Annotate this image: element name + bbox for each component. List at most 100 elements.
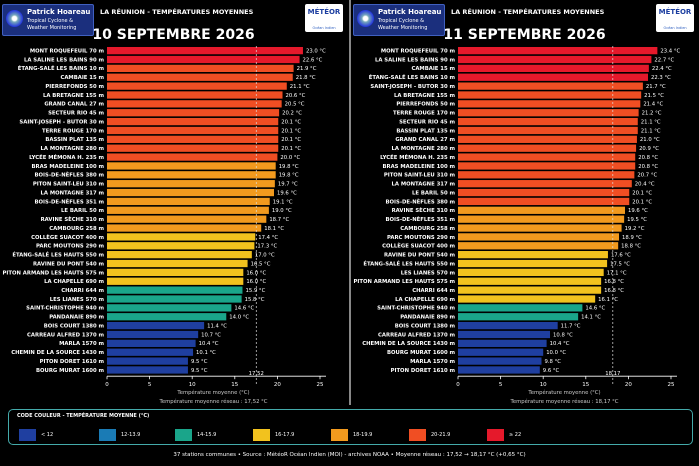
station-label: LA MONTAGNE 280 m (392, 146, 456, 152)
station-label: LA MONTAGNE 317 m (41, 190, 105, 196)
station-label: SAINT-JOSEPH - BUTOR 30 m (19, 119, 104, 125)
chart-panel-right: Patrick Hoareau Tropical Cyclone & Weath… (349, 0, 698, 405)
temperature-bar (107, 91, 283, 99)
station-label: BOURG MURAT 1600 m (387, 350, 455, 356)
legend-label: 18-19.9 (353, 431, 373, 438)
bar-value-label: 15.8 °C (245, 297, 265, 303)
legend-item: 12-13.9 (99, 424, 141, 441)
bar-value-label: 10.0 °C (546, 350, 566, 356)
station-label: SAINT-JOSEPH - BUTOR 30 m (370, 84, 455, 90)
station-label: BOIS-DE-NÈFLES 380 m (386, 197, 456, 205)
meteor-logo-text: MÉTÉOR (658, 8, 692, 16)
temperature-bar (107, 366, 188, 374)
station-label: BOIS COURT 1380 m (395, 323, 456, 329)
station-label: LA CHAPELLE 690 m (395, 297, 455, 303)
cyclone-icon (357, 10, 374, 27)
logo-name: Patrick Hoareau (27, 8, 91, 16)
legend-item: 16-17.9 (253, 424, 294, 441)
color-legend: CODE COULEUR - TEMPÉRATURE MOYENNE (°C) … (8, 409, 693, 445)
temperature-bar (107, 206, 269, 214)
temperature-bar (107, 162, 276, 170)
bar-value-label: 10.8 °C (553, 332, 573, 338)
station-label: LA BRETAGNE 155 m (394, 93, 455, 99)
bar-value-label: 21.7 °C (646, 84, 666, 90)
station-label: PITON ARMAND LES HAUTS 575 m (3, 270, 105, 276)
station-label: BRAS MADELEINE 100 m (382, 164, 455, 170)
temperature-bar (107, 339, 196, 347)
bar-value-label: 11.7 °C (561, 323, 581, 329)
temperature-bar (458, 313, 579, 321)
temperature-bar (458, 348, 544, 356)
patrick-hoareau-logo: Patrick Hoareau Tropical Cyclone & Weath… (2, 4, 94, 36)
station-label: SECTEUR RIO 45 m (48, 111, 104, 117)
bar-value-label: 23.0 °C (306, 49, 326, 55)
bar-value-label: 14.6 °C (585, 306, 605, 312)
bar-value-label: 17.5 °C (610, 261, 630, 267)
bar-value-label: 22.4 °C (652, 66, 672, 72)
station-label: LYCÉE MÉMONA H. 235 m (29, 153, 104, 161)
legend-item: < 12 (19, 424, 53, 441)
temperature-bar (107, 233, 256, 241)
temperature-bar (458, 135, 637, 143)
bar-value-label: 14.0 °C (229, 315, 249, 321)
bar-value-label: 9.5 °C (191, 359, 208, 365)
temperature-bar (458, 47, 658, 55)
legend-item: 20-21.9 (409, 424, 450, 441)
station-label: CAMBOURG 258 m (400, 226, 455, 232)
bar-value-label: 9.5 °C (191, 368, 208, 374)
station-label: RAVINE SÈCHE 310 m (41, 215, 105, 223)
legend-swatch (487, 428, 504, 441)
bar-value-label: 11.4 °C (207, 323, 227, 329)
station-label: MONT ROQUEFEUIL 70 m (381, 49, 456, 55)
station-label: GRAND CANAL 27 m (395, 137, 455, 143)
bar-value-label: 15.9 °C (245, 288, 265, 294)
bar-value-label: 19.5 °C (627, 217, 647, 223)
temperature-bar (458, 366, 540, 374)
station-label: ÉTANG-SALÉ LES HAUTS 550 m (363, 259, 455, 267)
temperature-bar (107, 304, 232, 312)
bar-value-label: 16.8 °C (604, 279, 624, 285)
temperature-bar (107, 259, 248, 268)
station-label: PITON SAINT-LEU 310 m (33, 182, 105, 188)
bar-value-label: 19.1 °C (273, 199, 293, 205)
bar-value-label: 21.8 °C (296, 75, 316, 81)
temperature-bar (458, 215, 625, 223)
station-label: CARREAU ALFRED 1370 m (378, 332, 455, 338)
bar-value-label: 16.8 °C (604, 288, 624, 294)
bar-value-label: 21.0 °C (640, 137, 660, 143)
legend-swatch (253, 428, 270, 441)
x-tick-label: 5 (148, 382, 152, 388)
station-label: CAMBAIE 15 m (411, 66, 455, 72)
station-label: TERRE ROUGE 170 m (393, 111, 455, 117)
temperature-bar (458, 242, 619, 250)
legend-label: 14-15.9 (197, 431, 217, 438)
cyclone-icon (6, 10, 23, 27)
station-label: GRAND CANAL 27 m (44, 102, 104, 108)
temperature-bar (107, 180, 275, 188)
bar-value-label: 20.5 °C (285, 102, 305, 108)
temperature-bar (458, 188, 630, 197)
station-label: PITON DORET 1610 m (391, 368, 456, 374)
bar-value-label: 20.9 °C (639, 146, 659, 152)
station-label: BOURG MURAT 1600 m (36, 368, 104, 374)
logo-line2: Weather Monitoring (378, 25, 428, 31)
temperature-bar (107, 126, 279, 135)
patrick-hoareau-logo: Patrick Hoareau Tropical Cyclone & Weath… (353, 4, 445, 36)
temperature-bar (107, 135, 279, 143)
bar-value-label: 21.1 °C (290, 84, 310, 90)
bar-value-label: 20.8 °C (638, 155, 658, 161)
station-label: SECTEUR RIO 45 m (399, 119, 455, 125)
temperature-bar (107, 73, 293, 81)
station-label: MARLA 1570 m (410, 359, 455, 365)
temperature-bar (107, 321, 205, 330)
legend-label: 12-13.9 (121, 431, 141, 438)
temperature-bar (107, 100, 282, 108)
network-mean-note: Température moyenne réseau : 17,52 °C (159, 398, 268, 405)
station-label: CAMBAIE 15 m (60, 75, 104, 81)
station-label: MONT ROQUEFEUIL 70 m (30, 49, 105, 55)
station-label: SAINT-CHRISTOPHE 940 m (26, 306, 104, 312)
temperature-bar (458, 126, 638, 135)
temperature-bar (107, 171, 276, 179)
temperature-bar (107, 197, 270, 206)
bar-value-label: 20.1 °C (632, 199, 652, 205)
